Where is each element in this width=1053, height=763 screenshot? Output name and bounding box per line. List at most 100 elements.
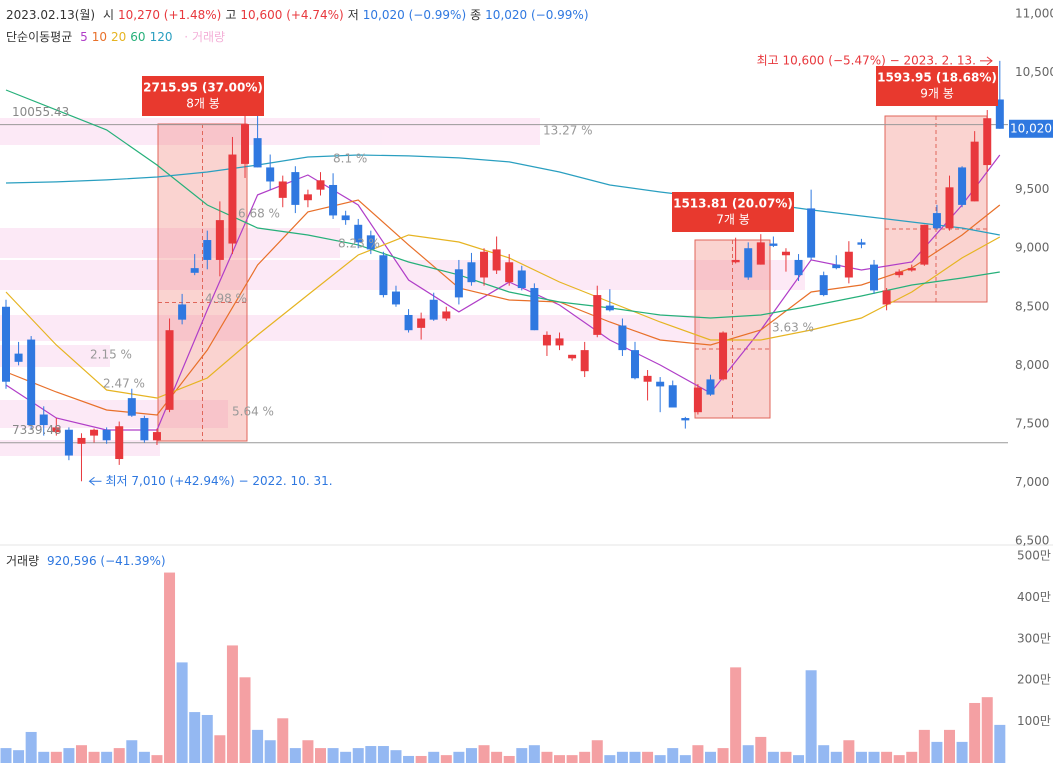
ohlc-items: 시 10,270 (+1.48%) 고 10,600 (+4.74%) 저 10,020 … (103, 8, 593, 22)
volume-bar (252, 729, 264, 763)
volume-bar (289, 748, 301, 763)
volume-bar (189, 712, 201, 763)
volume-bar (642, 751, 654, 763)
price-tag-box (1009, 119, 1053, 138)
volume-bar (25, 731, 37, 763)
volume-bar (415, 755, 427, 763)
candle-body (404, 314, 413, 331)
volume-bar (176, 662, 188, 763)
y-tick-label: 6,500 (1015, 534, 1049, 548)
candle-body (178, 304, 187, 320)
volume-bar (453, 751, 465, 763)
measure-bars: 7개 봉 (716, 213, 750, 227)
candle-body (517, 270, 526, 289)
reference-label: 10055.43 (12, 105, 69, 119)
ohlc-value: 10,600 (+4.74%) (240, 8, 344, 22)
candle-body (605, 305, 614, 311)
candle-body (568, 354, 577, 359)
min-arrow-head (88, 476, 95, 486)
candle-body (555, 338, 564, 346)
volume-bar (616, 751, 628, 763)
candle-body (819, 275, 828, 296)
volume-tick-label: 300만 (1017, 631, 1051, 645)
volume-bar (365, 746, 377, 763)
candle-body (593, 295, 602, 335)
ohlc-label: 시 (102, 8, 114, 22)
zone-label: 8.1 % (333, 152, 367, 166)
legend-entry: 60 (130, 30, 146, 44)
candle-body (631, 350, 639, 379)
zone-label: 8.23 % (338, 237, 380, 251)
candle-body (228, 154, 237, 244)
volume-bar (830, 751, 842, 763)
zone-label: 4.98 % (205, 292, 247, 306)
y-tick-label: 11,000 (1015, 7, 1053, 21)
volume-bar (264, 740, 276, 763)
volume-bar (390, 750, 402, 763)
price-zones (0, 118, 805, 456)
y-tick-label: 7,500 (1015, 416, 1049, 430)
candle-body (77, 437, 86, 444)
volume-bar (893, 755, 905, 763)
volume-bar (13, 750, 25, 763)
volume-bar (994, 724, 1006, 763)
volume-tick-label: 100만 (1017, 714, 1051, 728)
candle-body (278, 181, 287, 198)
volume-bar (881, 751, 893, 763)
volume-bar (478, 745, 490, 763)
volume-bar (793, 755, 805, 763)
volume-bar (465, 748, 477, 763)
moving-average (5, 89, 1000, 319)
min-note: 최저 7,010 (+42.94%) − 2022. 10. 31. (105, 474, 332, 488)
volume-bar (352, 748, 364, 763)
candle-body (165, 330, 174, 410)
volume-bar (981, 697, 993, 763)
candle-body (995, 99, 1004, 129)
candle-body (920, 224, 929, 265)
volume-bar (302, 740, 314, 763)
max-arrow-head (986, 56, 993, 66)
candle-body (303, 194, 312, 201)
volume-tick-label: 500만 (1017, 549, 1051, 563)
candle-body (907, 268, 916, 271)
candle-body (870, 264, 879, 291)
candle-body (769, 243, 778, 246)
plot (0, 60, 1008, 763)
candle-body (844, 251, 853, 278)
candle-body (429, 299, 438, 320)
volume-bar (805, 670, 817, 763)
volume-bar (38, 751, 50, 763)
volume-bar (969, 702, 981, 763)
max-note: 최고 10,600 (−5.47%) − 2023. 2. 13. (757, 53, 976, 67)
candle-body (656, 381, 665, 387)
candle-body (945, 187, 954, 229)
candle-body (379, 255, 388, 296)
zone-label: 3.63 % (772, 321, 814, 335)
measure-label: 1513.81 (20.07%) (673, 197, 793, 211)
candle-body (90, 429, 99, 436)
zone-band (0, 400, 228, 428)
candle-body (454, 269, 463, 298)
candle-body (807, 208, 816, 258)
volume-bar (843, 740, 855, 763)
ohlc-value: 10,020 (−0.99%) (485, 8, 589, 22)
moving-average (5, 199, 1001, 416)
candle-body (215, 220, 224, 260)
candle-body (693, 387, 702, 413)
candle-body (266, 167, 275, 182)
volume-bar (604, 755, 616, 763)
candle-body (39, 414, 48, 426)
legend-items: 5 10 20 60 120 (80, 30, 176, 44)
reference-label: 7339.48 (12, 423, 62, 437)
volume-bar (654, 755, 666, 763)
volume-title: 거래량 (6, 554, 40, 568)
volume-bar (503, 755, 515, 763)
volume-bar (566, 755, 578, 763)
ohlc-value: 10,020 (−0.99%) (362, 8, 467, 22)
measure-label: 1593.95 (18.68%) (877, 71, 997, 85)
volume-bar (201, 714, 213, 763)
candle-body (316, 180, 325, 190)
volume-bar (541, 751, 553, 763)
measure-label-box (142, 76, 264, 116)
